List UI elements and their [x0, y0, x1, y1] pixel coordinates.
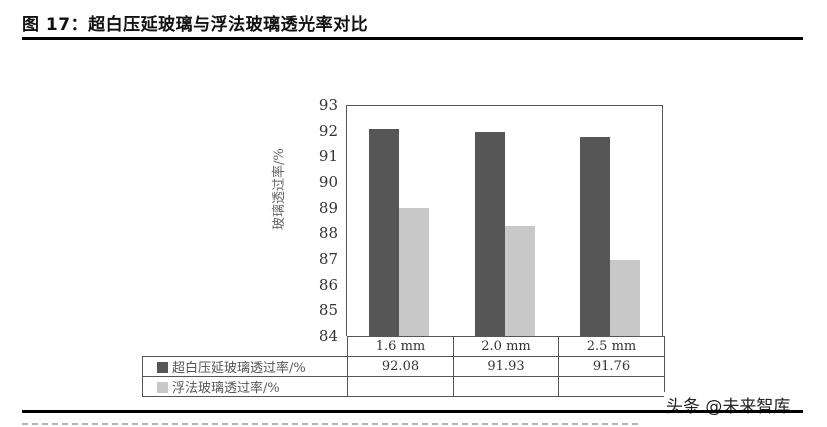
bar-ultra-white: [580, 136, 611, 336]
value-cell: 91.93: [453, 356, 559, 377]
title-divider: [22, 37, 803, 40]
category-cell: 2.5 mm: [558, 336, 665, 357]
bar-float: [399, 208, 429, 336]
y-tick-label: 89: [318, 198, 338, 217]
legend-swatch-light-icon: [157, 382, 168, 393]
plot-frame: [346, 105, 663, 336]
y-tick-label: 90: [318, 173, 338, 191]
bar-ultra-white: [369, 128, 399, 336]
bar-ultra-white: [474, 132, 505, 336]
bar-float: [610, 259, 641, 336]
category-cell: 1.6 mm: [347, 336, 454, 357]
value-cell: 91.76: [558, 356, 665, 377]
legend-float: 浮法玻璃透过率/%: [142, 376, 348, 397]
data-table: 1.6 mm 2.0 mm 2.5 mm 超白压延玻璃透过率/% 92.08 9…: [142, 336, 665, 397]
value-cell: 92.08: [347, 356, 454, 377]
table-row: 浮法玻璃透过率/%: [142, 376, 665, 397]
footer-source-text-clipped: [22, 420, 642, 427]
category-row: 1.6 mm 2.0 mm 2.5 mm: [142, 336, 665, 357]
value-cell: [453, 376, 559, 397]
footer-divider: [22, 410, 803, 413]
y-axis-label: 玻璃透过率/%: [272, 148, 287, 230]
value-cell: [558, 376, 665, 397]
category-cell: 2.0 mm: [453, 336, 559, 357]
figure-title: 图 17：超白压延玻璃与浮法玻璃透光率对比: [22, 15, 369, 35]
y-tick-label: 88: [318, 224, 338, 243]
legend-ultra-white: 超白压延玻璃透过率/%: [142, 356, 348, 377]
table-row: 超白压延玻璃透过率/% 92.08 91.93 91.76: [142, 356, 665, 377]
y-tick-label: 85: [318, 301, 338, 320]
y-tick-label: 86: [318, 275, 338, 294]
legend-swatch-dark-icon: [157, 362, 168, 373]
y-tick-label: 87: [318, 250, 338, 268]
value-cell: [347, 376, 454, 397]
y-tick-label: 93: [318, 96, 338, 114]
y-tick-label: 92: [318, 121, 338, 140]
watermark: 头条 @未来智库: [664, 392, 793, 417]
bar-float: [504, 226, 535, 336]
y-tick-label: 91: [318, 147, 338, 166]
